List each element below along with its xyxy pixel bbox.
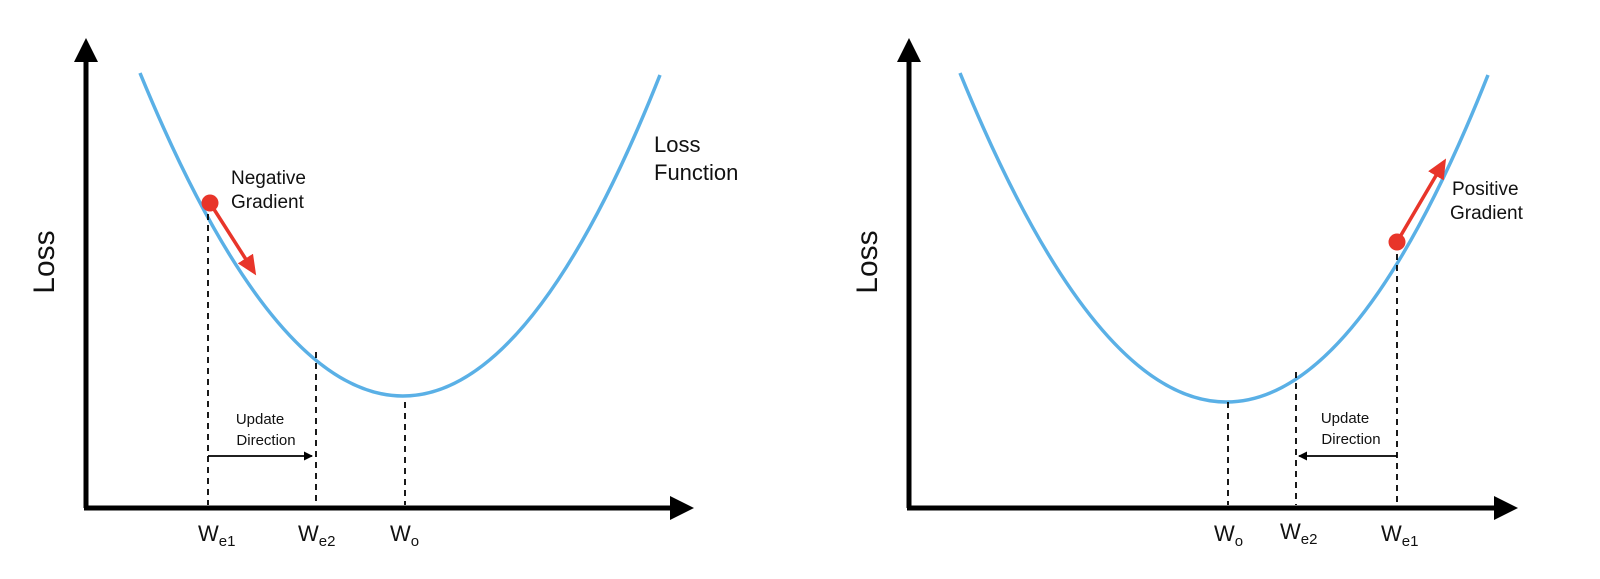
right-tick-we2: We2 [1280, 519, 1317, 548]
left-gradient-label-line2: Gradient [231, 192, 305, 213]
left-tick-we2: We2 [298, 521, 335, 550]
right-y-axis-label: Loss [851, 230, 884, 293]
right-loss-curve [958, 72, 1490, 404]
left-gradient-point [201, 194, 219, 212]
right-panel: Update Direction Positive Gradient Loss … [851, 38, 1524, 550]
left-y-axis-arrow-icon [74, 38, 98, 62]
left-tick-we1: We1 [198, 521, 235, 550]
left-x-axis-arrow-icon [670, 496, 694, 520]
left-loss-curve [138, 72, 662, 398]
right-update-label-line2: Direction [1321, 431, 1380, 448]
left-negative-gradient-arrow [208, 202, 257, 276]
left-panel: Update Direction Negative Gradient Loss … [28, 38, 738, 550]
right-update-label-line1: Update [1321, 410, 1369, 427]
left-tick-wo: Wo [390, 521, 419, 550]
curve-label-line1: Loss [654, 132, 700, 157]
left-y-axis-label: Loss [28, 230, 61, 293]
left-update-label-line1: Update [236, 411, 284, 428]
right-gradient-label-line2: Gradient [1450, 203, 1524, 224]
right-tick-wo: Wo [1214, 521, 1243, 550]
right-positive-gradient-arrow [1395, 158, 1447, 243]
right-gradient-label-line1: Positive [1452, 179, 1519, 200]
right-gradient-point [1388, 233, 1406, 251]
right-tick-we1: We1 [1381, 521, 1418, 550]
right-x-axis-arrow-icon [1494, 496, 1518, 520]
left-gradient-label-line1: Negative [231, 168, 306, 189]
left-update-label-line2: Direction [236, 432, 295, 449]
curve-label-line2: Function [654, 160, 738, 185]
right-y-axis-arrow-icon [897, 38, 921, 62]
